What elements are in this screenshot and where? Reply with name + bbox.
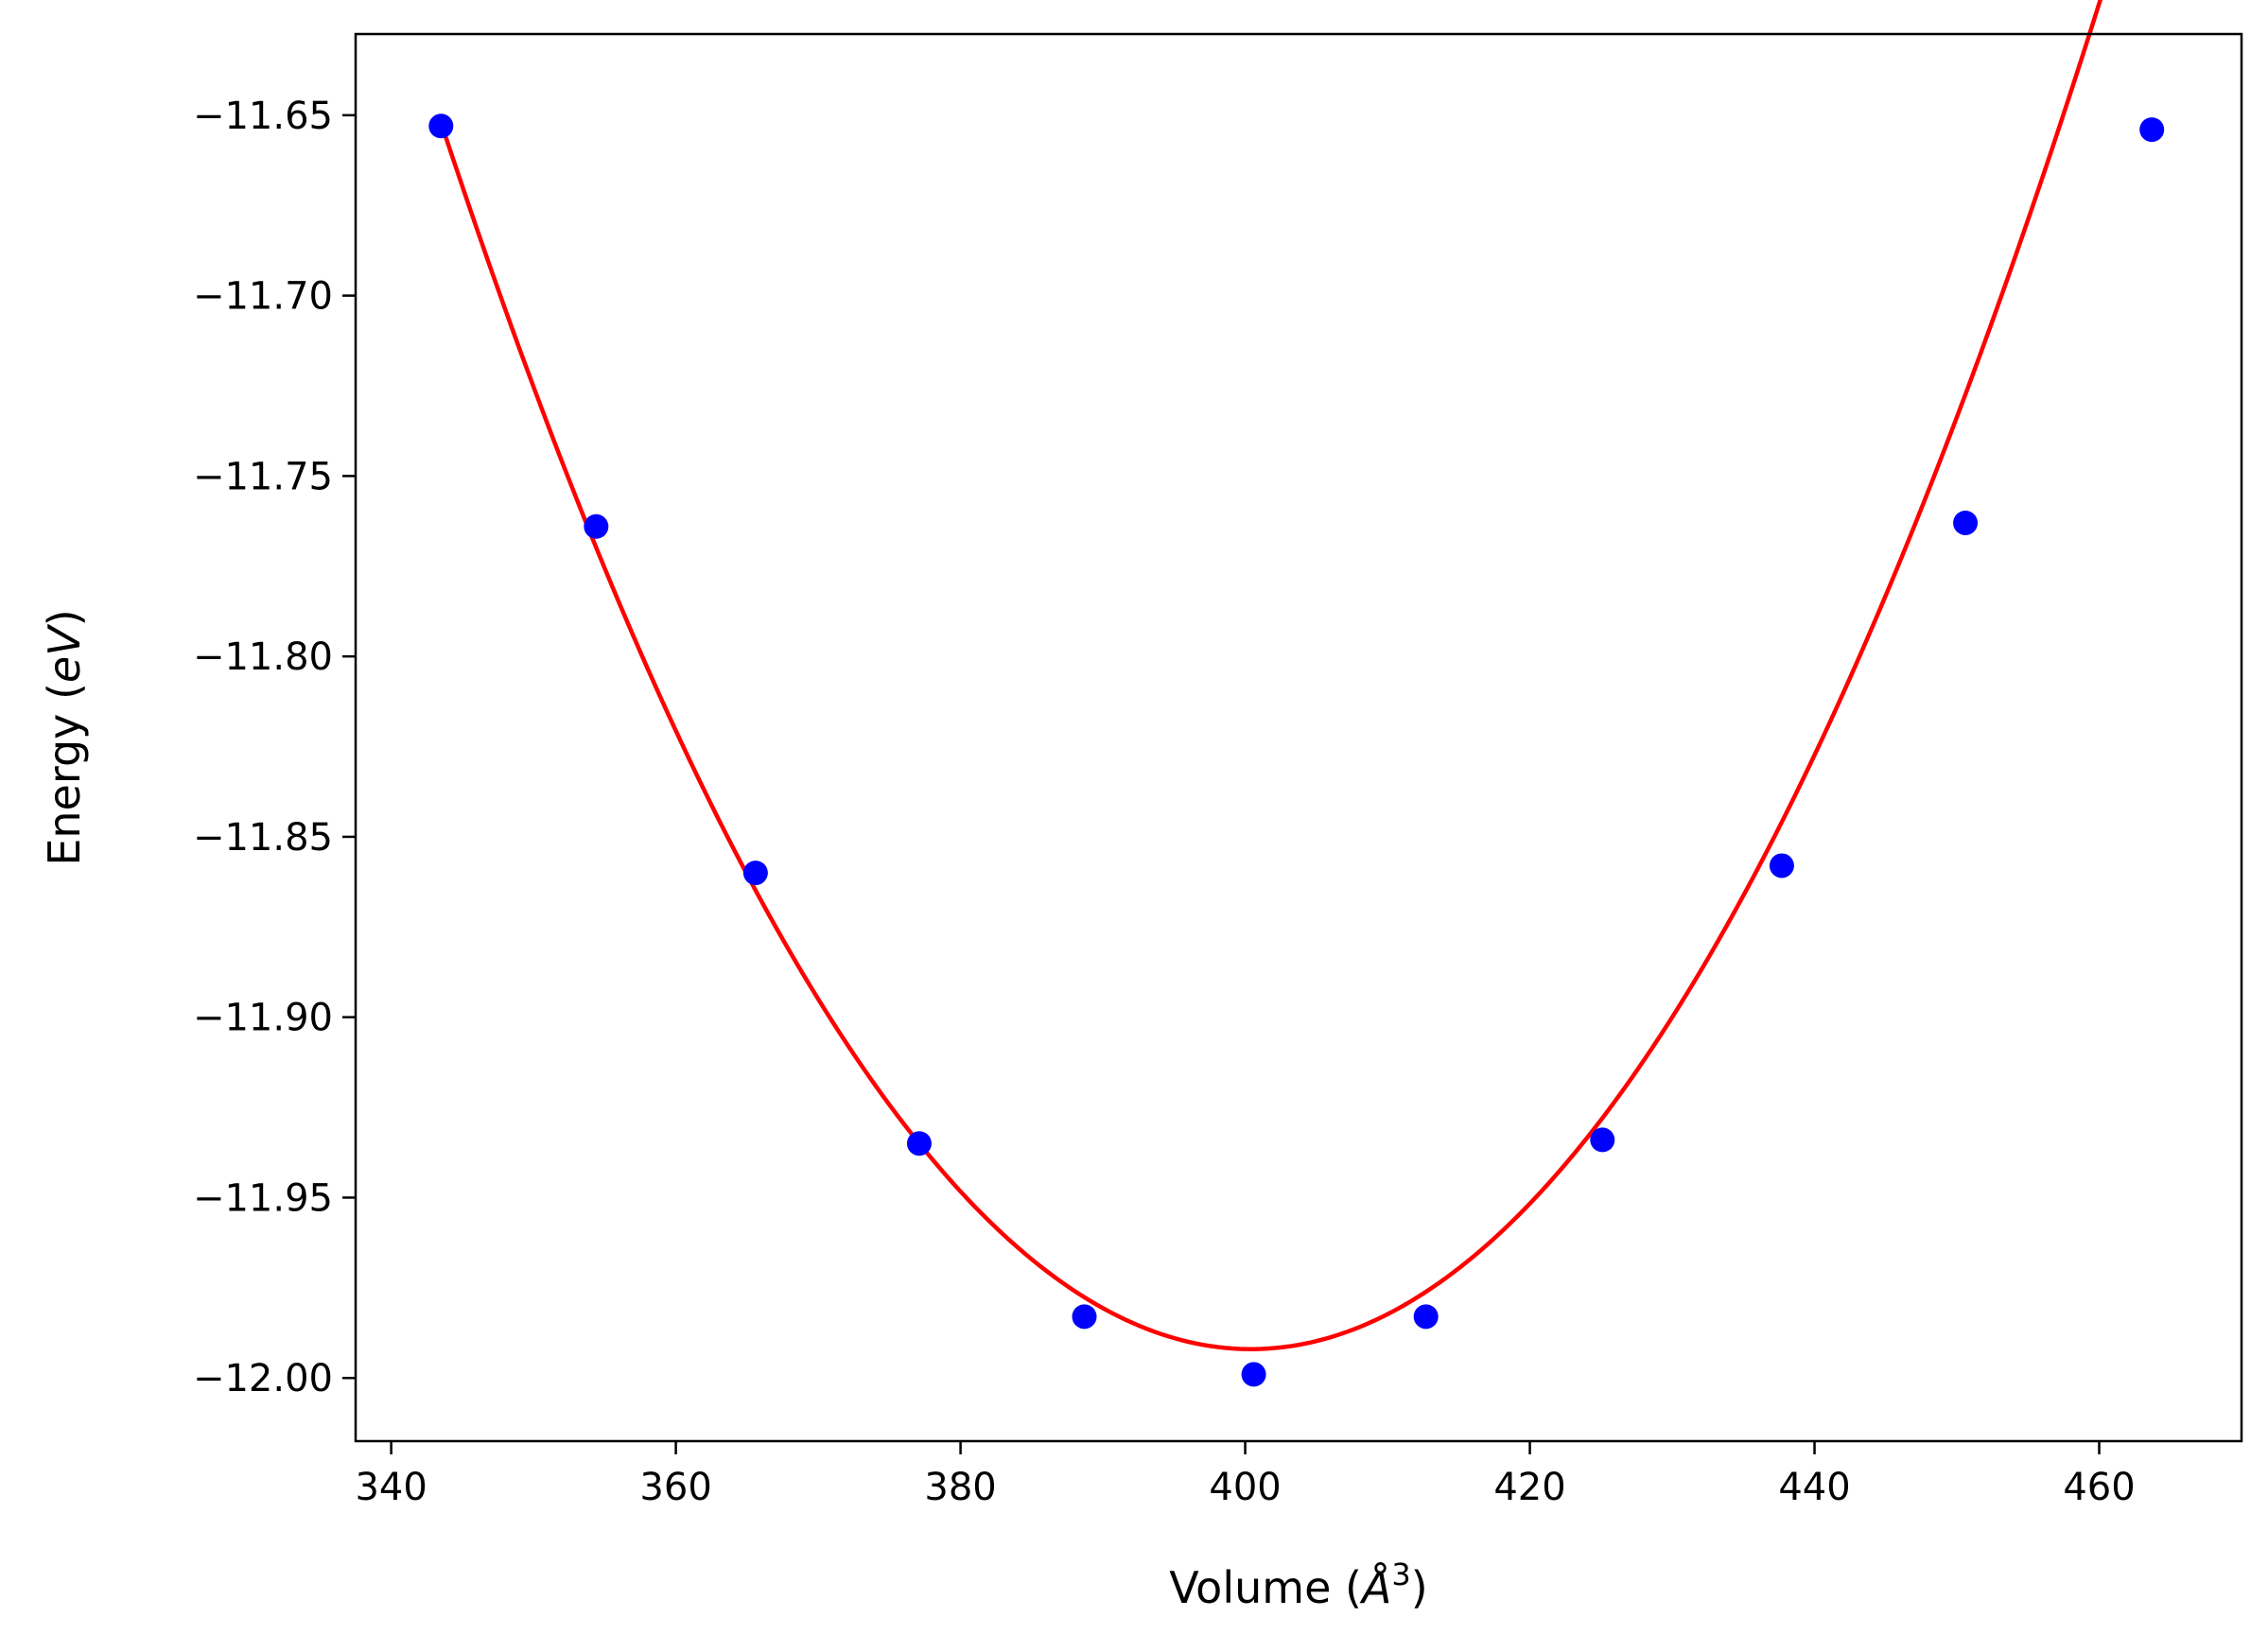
y-axis-ticks: −11.65 −11.70 −11.75 −11.80 −11.85 −11.90 −11.… bbox=[193, 95, 356, 1400]
plot-frame bbox=[354, 32, 2243, 1443]
data-point bbox=[584, 513, 609, 539]
x-tick-label: 340 bbox=[355, 1466, 427, 1509]
y-tick-label: −11.70 bbox=[193, 275, 333, 319]
data-point bbox=[1413, 1304, 1439, 1330]
x-tick-label: 360 bbox=[639, 1466, 711, 1509]
data-point bbox=[1241, 1362, 1266, 1387]
y-tick-label: −11.65 bbox=[193, 95, 333, 138]
y-tick-label: −11.90 bbox=[193, 997, 333, 1040]
y-axis-label: Energy (eV) bbox=[39, 609, 90, 865]
x-tick-label: 380 bbox=[924, 1466, 996, 1509]
y-tick-label: −11.85 bbox=[193, 816, 333, 860]
x-tick-label: 440 bbox=[1778, 1466, 1850, 1509]
data-point bbox=[1953, 510, 1979, 535]
data-point bbox=[742, 861, 768, 886]
y-tick-label: −11.95 bbox=[193, 1176, 333, 1220]
data-point bbox=[906, 1131, 932, 1156]
data-point bbox=[2139, 117, 2165, 143]
fit-curve bbox=[439, 0, 2103, 1351]
y-tick-label: −12.00 bbox=[193, 1357, 333, 1400]
fit-curve-layer bbox=[439, 0, 2103, 1351]
x-tick-label: 400 bbox=[1209, 1466, 1281, 1509]
data-point bbox=[1072, 1304, 1097, 1330]
data-point bbox=[1590, 1127, 1615, 1153]
data-point bbox=[1769, 853, 1794, 878]
data-point bbox=[428, 113, 454, 139]
x-tick-label: 420 bbox=[1493, 1466, 1565, 1509]
y-tick-label: −11.80 bbox=[193, 635, 333, 679]
x-axis-label: Volume (Å3) bbox=[1169, 1556, 1427, 1613]
data-points-layer bbox=[428, 113, 2165, 1387]
x-axis-ticks: 340 360 380 400 420 440 460 bbox=[355, 1441, 2136, 1509]
y-tick-label: −11.75 bbox=[193, 455, 333, 498]
x-tick-label: 460 bbox=[2063, 1466, 2135, 1509]
